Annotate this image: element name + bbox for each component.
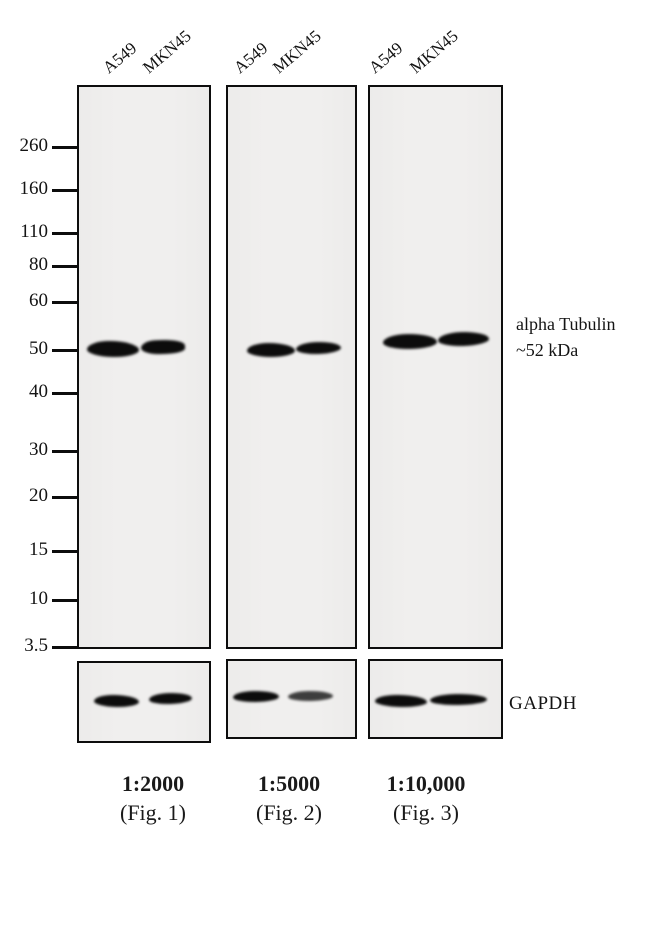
dilution-label-fig3: 1:10,000 bbox=[386, 771, 466, 796]
mw-tick-60 bbox=[52, 301, 77, 304]
mw-tick-50 bbox=[52, 349, 77, 352]
band-tubulin-a549-fig2 bbox=[247, 343, 295, 357]
mw-label-160: 160 bbox=[19, 178, 49, 199]
fig-number-fig1: (Fig. 1) bbox=[120, 800, 186, 825]
dilution-label-fig2: 1:5000 bbox=[257, 771, 321, 796]
target-annotation: alpha Tubulin ~52 kDa bbox=[516, 311, 616, 363]
mw-tick-3-5 bbox=[52, 646, 77, 649]
mw-tick-160 bbox=[52, 189, 77, 192]
blot-panel-fig1 bbox=[77, 85, 211, 649]
band-tubulin-a549-fig1 bbox=[86, 340, 140, 358]
mw-label-50: 50 bbox=[29, 338, 48, 359]
lane-label-a549-panel2: A549 bbox=[230, 38, 272, 78]
lane-label-mkn45-panel2: MKN45 bbox=[269, 26, 325, 78]
fig-number-fig2: (Fig. 2) bbox=[256, 800, 322, 825]
dilution-label-fig1: 1:2000 bbox=[121, 771, 185, 796]
mw-label-60: 60 bbox=[29, 290, 48, 311]
caption-fig3: 1:10,000 (Fig. 3) bbox=[341, 771, 511, 829]
mw-label-15: 15 bbox=[29, 539, 48, 560]
lane-label-a549-panel3: A549 bbox=[365, 38, 407, 78]
mw-tick-10 bbox=[52, 599, 77, 602]
mw-label-260: 260 bbox=[19, 135, 49, 156]
blot-panel-fig3 bbox=[368, 85, 503, 649]
lane-label-mkn45-panel3: MKN45 bbox=[406, 26, 462, 78]
mw-label-110: 110 bbox=[20, 221, 48, 242]
target-mw-label: ~52 kDa bbox=[516, 340, 579, 360]
target-name-label: alpha Tubulin bbox=[516, 314, 616, 334]
blot-panel-fig2 bbox=[226, 85, 357, 649]
mw-tick-110 bbox=[52, 232, 77, 235]
mw-tick-260 bbox=[52, 146, 77, 149]
fig-number-fig3: (Fig. 3) bbox=[393, 800, 459, 825]
caption-fig2: 1:5000 (Fig. 2) bbox=[204, 771, 374, 829]
gapdh-annotation: GAPDH bbox=[509, 693, 577, 714]
mw-label-40: 40 bbox=[29, 381, 48, 402]
mw-tick-20 bbox=[52, 496, 77, 499]
mw-label-80: 80 bbox=[29, 254, 48, 275]
mw-tick-30 bbox=[52, 450, 77, 453]
mw-tick-80 bbox=[52, 265, 77, 268]
lane-label-a549-panel1: A549 bbox=[99, 38, 141, 78]
mw-tick-15 bbox=[52, 550, 77, 553]
mw-label-30: 30 bbox=[29, 439, 48, 460]
gapdh-panel-fig2 bbox=[226, 659, 357, 739]
gapdh-panel-fig1 bbox=[77, 661, 211, 743]
mw-label-10: 10 bbox=[29, 588, 48, 609]
lane-label-mkn45-panel1: MKN45 bbox=[139, 26, 195, 78]
mw-label-20: 20 bbox=[29, 485, 48, 506]
caption-fig1: 1:2000 (Fig. 1) bbox=[68, 771, 238, 829]
mw-label-3-5: 3.5 bbox=[24, 635, 48, 656]
mw-tick-40 bbox=[52, 392, 77, 395]
